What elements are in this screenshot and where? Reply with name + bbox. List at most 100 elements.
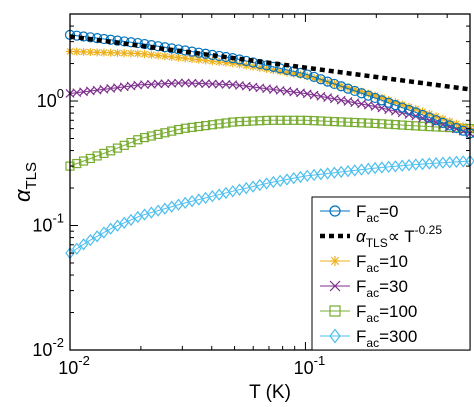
data-point — [248, 116, 258, 126]
y-tick-label: 100 — [37, 86, 64, 111]
data-point — [316, 168, 326, 181]
data-point — [309, 116, 319, 126]
legend-entry: Fac=100 — [320, 302, 417, 325]
data-point — [356, 118, 367, 128]
data-point — [349, 85, 360, 97]
data-point — [133, 49, 142, 58]
data-point — [350, 117, 360, 128]
data-point — [404, 120, 414, 131]
data-point — [92, 151, 102, 161]
data-point — [160, 79, 170, 89]
data-point — [371, 91, 380, 100]
data-point — [343, 96, 353, 106]
data-point — [363, 118, 373, 128]
data-point — [262, 64, 271, 73]
data-point — [180, 123, 190, 133]
data-point — [377, 119, 387, 129]
data-point — [85, 153, 95, 164]
data-point — [316, 116, 326, 126]
data-point — [79, 47, 88, 56]
data-point — [86, 48, 95, 57]
data-point — [370, 118, 380, 129]
data-point — [383, 160, 394, 174]
data-point — [269, 66, 278, 75]
data-point — [411, 158, 421, 171]
data-point — [451, 155, 462, 169]
data-point — [78, 156, 89, 166]
data-point — [329, 78, 340, 90]
data-point — [181, 54, 190, 63]
data-point — [391, 98, 400, 107]
data-point — [93, 48, 102, 57]
data-point — [194, 55, 203, 64]
data-point — [146, 79, 156, 89]
data-point — [417, 109, 428, 121]
series-diamond — [65, 154, 474, 260]
data-point — [390, 100, 401, 111]
data-point — [316, 91, 326, 101]
data-point — [377, 161, 387, 174]
data-point — [329, 94, 339, 104]
data-point — [166, 43, 177, 54]
x-tick-label: 10-2 — [58, 353, 90, 378]
data-point — [343, 83, 352, 92]
data-point — [458, 125, 469, 136]
data-point — [112, 35, 123, 46]
legend-entry: Fac=30 — [320, 277, 408, 300]
plot-frame — [69, 13, 471, 351]
data-point — [241, 116, 251, 126]
data-point — [384, 96, 393, 105]
data-point — [153, 129, 163, 139]
data-point — [215, 57, 224, 66]
data-point — [214, 119, 224, 129]
data-point — [316, 76, 325, 85]
data-point — [201, 56, 210, 65]
data-point — [207, 79, 217, 89]
data-point — [444, 120, 455, 131]
data-point — [411, 105, 420, 114]
data-point — [200, 121, 211, 131]
data-point — [133, 135, 143, 145]
data-point — [160, 52, 169, 61]
y-axis-label-sub: TLS — [23, 162, 40, 190]
data-point — [282, 115, 292, 125]
data-point — [369, 92, 381, 104]
data-point — [173, 44, 184, 55]
data-point — [106, 146, 116, 156]
data-point — [377, 93, 386, 102]
series-layer — [64, 29, 474, 260]
data-point — [336, 81, 347, 92]
data-point — [404, 102, 413, 111]
data-point — [432, 112, 441, 121]
data-point — [363, 162, 374, 176]
data-point — [349, 164, 360, 177]
data-point — [78, 31, 89, 42]
data-point — [329, 305, 341, 317]
data-point — [398, 100, 407, 109]
data-point — [112, 143, 123, 153]
data-point — [133, 80, 143, 90]
data-point — [410, 107, 421, 118]
data-point — [390, 160, 401, 173]
series-x — [65, 78, 474, 138]
data-point — [323, 116, 333, 126]
data-point — [451, 122, 462, 134]
data-point — [336, 95, 346, 105]
data-point — [356, 163, 367, 176]
data-point — [146, 131, 156, 141]
data-point — [376, 95, 387, 106]
y-axis-label-main: α — [10, 188, 35, 202]
data-point — [174, 78, 183, 88]
series-square — [65, 115, 474, 171]
data-point — [336, 165, 346, 179]
data-point — [126, 137, 136, 148]
data-point — [188, 55, 197, 64]
data-point — [78, 238, 89, 251]
data-point — [397, 102, 408, 113]
data-point — [315, 74, 326, 85]
data-point — [146, 40, 157, 51]
data-point — [323, 93, 333, 103]
data-point — [295, 67, 306, 78]
series-line — [69, 82, 471, 134]
